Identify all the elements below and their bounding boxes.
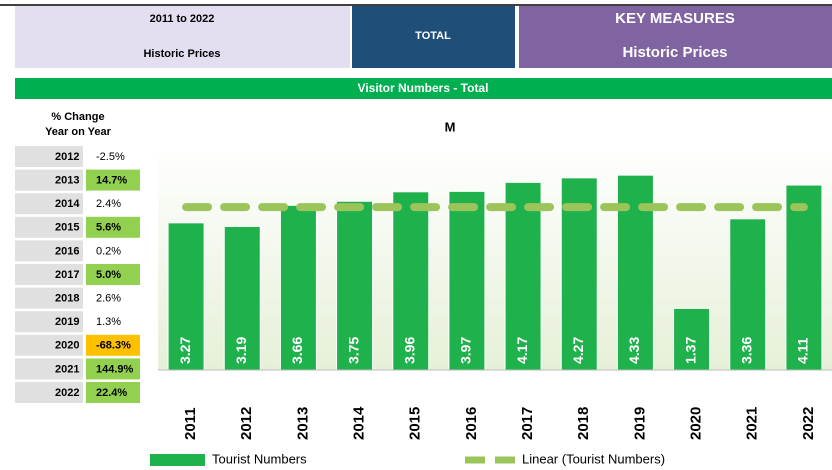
bar <box>167 222 205 371</box>
section-cell <box>352 6 515 68</box>
change: 14.7% <box>96 175 127 187</box>
year-cell <box>15 193 83 215</box>
legend-label: Tourist Numbers <box>212 451 307 466</box>
x-tick-label: 2011 <box>182 407 199 440</box>
prices-left: Historic Prices <box>143 48 220 60</box>
year: 2012 <box>55 151 79 163</box>
x-tick-label: 2021 <box>744 407 761 440</box>
value-label: 3.97 <box>458 337 474 364</box>
change-cell <box>86 382 140 403</box>
year-cell <box>15 334 83 356</box>
year: 2019 <box>55 316 79 328</box>
change: 22.4% <box>96 387 127 399</box>
section: TOTAL <box>415 30 451 42</box>
year: 2021 <box>55 363 79 375</box>
change-cell <box>86 169 140 191</box>
bar <box>223 225 261 371</box>
year-cell <box>15 169 83 191</box>
bar <box>673 307 711 371</box>
change: 5.0% <box>96 269 121 281</box>
change: 144.9% <box>96 363 134 375</box>
year-cell <box>15 240 83 262</box>
year-cell <box>15 287 83 309</box>
year: 2017 <box>55 269 79 281</box>
year-cell <box>15 311 83 333</box>
chart-title: M <box>445 119 456 134</box>
banner-bg <box>15 78 832 99</box>
change: 2.6% <box>96 293 121 305</box>
value-label: 1.37 <box>682 337 698 364</box>
value-label: 4.11 <box>795 337 811 364</box>
year-cell <box>15 216 83 238</box>
measures: KEY MEASURES <box>615 10 735 27</box>
value-label: 4.27 <box>570 337 586 364</box>
x-tick-label: 2013 <box>294 407 311 440</box>
year: 2022 <box>55 387 79 399</box>
change: 1.3% <box>96 316 121 328</box>
x-tick-label: 2016 <box>463 407 480 440</box>
bar <box>392 191 430 371</box>
value-label: 4.17 <box>514 337 530 364</box>
change: 0.2% <box>96 245 121 257</box>
year: 2014 <box>55 198 80 210</box>
year-cell <box>15 146 83 167</box>
x-tick-label: 2014 <box>351 406 368 440</box>
bar <box>448 190 486 371</box>
change: 5.6% <box>96 222 121 234</box>
value-label: 3.27 <box>177 337 193 364</box>
prices-right: Historic Prices <box>622 44 727 61</box>
x-tick-label: 2012 <box>238 407 255 440</box>
table-heading: Year on Year <box>45 126 112 138</box>
value-label: 3.75 <box>345 337 361 364</box>
year: 2015 <box>55 222 79 234</box>
change-cell <box>86 216 140 238</box>
x-tick-label: 2020 <box>688 407 705 440</box>
year: 2016 <box>55 245 79 257</box>
x-tick-label: 2018 <box>575 407 592 440</box>
year-cell <box>15 264 83 285</box>
change-cell <box>86 334 140 356</box>
table-heading: % Change <box>51 111 104 123</box>
change: 2.4% <box>96 198 121 210</box>
x-tick-label: 2022 <box>800 407 817 440</box>
banner: Visitor Numbers - Total <box>358 81 489 95</box>
plot-area <box>158 145 832 370</box>
change-cell <box>86 358 140 380</box>
legend-swatch <box>150 454 205 466</box>
period-cell <box>15 6 350 68</box>
year: 2018 <box>55 293 79 305</box>
value-label: 3.36 <box>738 337 754 364</box>
change-cell <box>86 264 140 285</box>
measures-cell <box>519 6 832 68</box>
change: -2.5% <box>96 151 125 163</box>
x-tick-label: 2017 <box>519 407 536 440</box>
year-cell <box>15 382 83 403</box>
value-label: 3.19 <box>233 337 249 364</box>
period: 2011 to 2022 <box>150 13 215 25</box>
bar <box>504 181 542 371</box>
year: 2020 <box>55 340 79 352</box>
bar <box>729 218 767 371</box>
year-cell <box>15 358 83 380</box>
x-tick-label: 2019 <box>631 407 648 440</box>
year: 2013 <box>55 175 79 187</box>
bar <box>279 204 317 371</box>
x-tick-label: 2015 <box>407 407 424 440</box>
value-label: 4.33 <box>626 337 642 364</box>
value-label: 3.66 <box>289 337 305 364</box>
value-label: 3.96 <box>401 337 417 364</box>
change: -68.3% <box>96 340 131 352</box>
legend-label: Linear (Tourist Numbers) <box>522 451 665 466</box>
